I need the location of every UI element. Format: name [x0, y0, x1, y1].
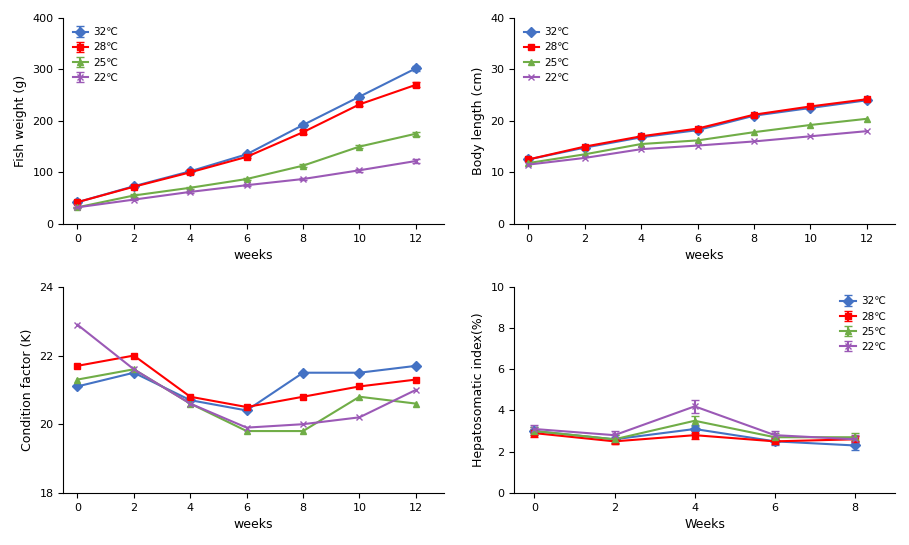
X-axis label: Weeks: Weeks: [684, 518, 725, 531]
25℃: [72, 376, 83, 383]
Y-axis label: Fish weight (g): Fish weight (g): [14, 75, 27, 167]
25℃: [523, 160, 534, 166]
28℃: [635, 133, 646, 140]
25℃: [185, 401, 195, 407]
X-axis label: weeks: weeks: [685, 249, 724, 262]
Y-axis label: Hepatosomatic index(%): Hepatosomatic index(%): [472, 313, 485, 467]
Legend: 32℃, 28℃, 25℃, 22℃: 32℃, 28℃, 25℃, 22℃: [520, 23, 574, 87]
32℃: [72, 383, 83, 390]
28℃: [692, 125, 703, 132]
28℃: [749, 111, 760, 118]
Line: 28℃: 28℃: [74, 352, 419, 410]
Line: 25℃: 25℃: [74, 366, 419, 434]
Legend: 32℃, 28℃, 25℃, 22℃: 32℃, 28℃, 25℃, 22℃: [68, 23, 123, 87]
22℃: [241, 425, 252, 431]
Line: 22℃: 22℃: [524, 128, 871, 168]
Legend: 32℃, 28℃, 25℃, 22℃: 32℃, 28℃, 25℃, 22℃: [836, 292, 890, 356]
X-axis label: weeks: weeks: [234, 249, 274, 262]
Line: 25℃: 25℃: [524, 116, 871, 167]
22℃: [579, 155, 590, 161]
25℃: [635, 141, 646, 147]
22℃: [185, 401, 195, 407]
32℃: [128, 370, 139, 376]
28℃: [862, 96, 873, 102]
22℃: [411, 386, 422, 393]
32℃: [411, 362, 422, 369]
32℃: [805, 105, 816, 111]
28℃: [72, 362, 83, 369]
22℃: [297, 421, 308, 427]
Line: 32℃: 32℃: [74, 362, 419, 414]
22℃: [805, 133, 816, 140]
22℃: [692, 142, 703, 149]
28℃: [579, 143, 590, 150]
22℃: [523, 161, 534, 168]
25℃: [354, 393, 365, 400]
32℃: [862, 97, 873, 104]
28℃: [805, 103, 816, 110]
32℃: [692, 127, 703, 134]
X-axis label: weeks: weeks: [234, 518, 274, 531]
Line: 22℃: 22℃: [74, 321, 419, 431]
32℃: [635, 134, 646, 141]
32℃: [241, 407, 252, 414]
22℃: [354, 414, 365, 421]
32℃: [297, 370, 308, 376]
Y-axis label: Body length (cm): Body length (cm): [472, 66, 484, 175]
22℃: [862, 128, 873, 135]
22℃: [749, 138, 760, 145]
32℃: [523, 156, 534, 163]
28℃: [241, 404, 252, 410]
32℃: [354, 370, 365, 376]
25℃: [241, 428, 252, 434]
32℃: [579, 144, 590, 151]
28℃: [297, 393, 308, 400]
28℃: [128, 352, 139, 359]
32℃: [749, 112, 760, 119]
Line: 32℃: 32℃: [524, 97, 871, 163]
25℃: [297, 428, 308, 434]
22℃: [635, 146, 646, 153]
25℃: [411, 401, 422, 407]
25℃: [805, 122, 816, 128]
25℃: [692, 137, 703, 144]
28℃: [411, 376, 422, 383]
25℃: [862, 116, 873, 122]
28℃: [354, 383, 365, 390]
22℃: [128, 366, 139, 373]
32℃: [185, 397, 195, 403]
25℃: [579, 151, 590, 158]
28℃: [523, 156, 534, 163]
28℃: [185, 393, 195, 400]
22℃: [72, 322, 83, 328]
25℃: [128, 366, 139, 373]
Line: 28℃: 28℃: [524, 96, 871, 163]
Y-axis label: Condition factor (K): Condition factor (K): [21, 329, 34, 451]
25℃: [749, 129, 760, 136]
